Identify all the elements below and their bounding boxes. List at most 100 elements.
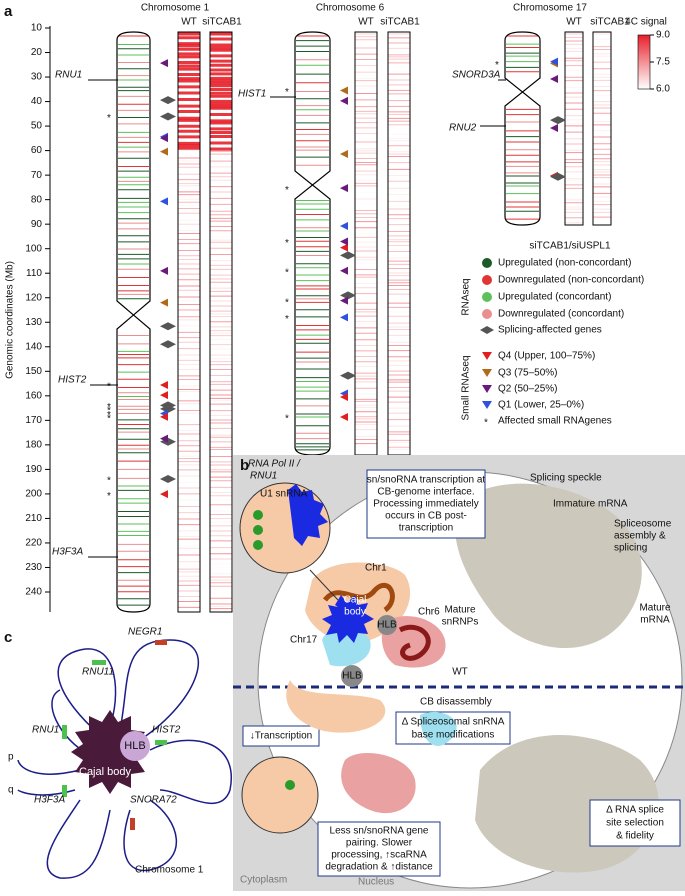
label: WT [452, 667, 468, 678]
arrow [550, 57, 558, 66]
track-label: WT [181, 17, 197, 28]
colorbar-title: 4C signal [625, 17, 667, 28]
label: splicing [614, 543, 647, 554]
info-box [366, 469, 486, 539]
arrow [340, 296, 348, 305]
label: U1 snRNA [260, 489, 308, 500]
panel-label: a [4, 3, 13, 20]
label: HLB [377, 620, 397, 631]
diamond [160, 322, 176, 331]
chrom-title: Chromosome 1 [141, 3, 210, 14]
star: * [285, 414, 289, 425]
loop [57, 648, 117, 736]
legend-swatch [482, 292, 492, 302]
panel-label: b [240, 457, 249, 474]
gene-label: HIST2 [58, 375, 87, 386]
label: Mature [639, 603, 671, 614]
box-text: Processing immediately [373, 499, 479, 510]
panel-c-marks: c NEGR1 RNU11 HIST2 RNU1 H3F3A SNORA72 H… [4, 627, 204, 876]
y-tick-label: 150 [25, 366, 42, 377]
diamond [340, 251, 356, 260]
star: * [285, 238, 289, 249]
chromatin [323, 582, 395, 613]
diamond [160, 401, 176, 410]
gene [92, 660, 106, 665]
gene [62, 785, 67, 797]
track [592, 31, 612, 226]
y-tick-label: 210 [25, 513, 42, 524]
gene [130, 818, 135, 830]
star: * [107, 402, 111, 413]
hlb [341, 665, 363, 687]
arrow [550, 74, 558, 83]
box-text: sn/snoRNA transcription at [367, 475, 486, 486]
y-tick-label: 220 [25, 538, 42, 549]
arrow [160, 197, 168, 206]
y-tick-label: 170 [25, 415, 42, 426]
label: snRNPs [442, 617, 479, 628]
y-tick-label: 40 [31, 96, 43, 107]
gene-label: RNU1 [32, 725, 59, 736]
star: * [107, 382, 111, 393]
arrow [550, 124, 558, 133]
label: Chromosome 1 [135, 865, 204, 876]
loop [119, 639, 199, 741]
legend-swatch [482, 369, 492, 377]
label: p [8, 752, 14, 763]
legend-swatch [482, 275, 492, 285]
star: * [107, 476, 111, 487]
y-tick-label: 160 [25, 390, 42, 401]
star: * [495, 60, 499, 71]
arrow [160, 134, 168, 143]
label: Chr1 [365, 563, 387, 574]
y-tick-label: 110 [26, 268, 42, 279]
label: Cytoplasm [240, 875, 287, 886]
diamond [550, 172, 566, 181]
track-label: siTCAB1 [590, 17, 630, 28]
arrow [340, 393, 348, 402]
label: Chr17 [290, 635, 318, 646]
panel-label: c [4, 629, 12, 646]
gene-dot [253, 525, 263, 535]
box-text: Less sn/snoRNA gene [330, 826, 429, 837]
info-box [317, 821, 441, 877]
cajal-body [322, 595, 374, 643]
legend-swatch [482, 309, 492, 319]
y-tick-label: 130 [25, 317, 42, 328]
zoom-line [309, 569, 339, 601]
arrow [160, 391, 168, 400]
y-tick-label: 230 [25, 562, 42, 573]
hlb [377, 615, 397, 635]
label: Spliceosome [614, 519, 672, 530]
label: q [8, 785, 14, 796]
y-tick-label: 240 [25, 587, 42, 598]
legend-item: Q4 (Upper, 100–75%) [498, 351, 595, 362]
star: * [285, 314, 289, 325]
legend-item: Q1 (Lower, 25–0%) [498, 400, 584, 411]
box-text: base modifications [412, 730, 495, 741]
y-tick-label: 140 [25, 341, 42, 352]
y-tick-label: 60 [31, 145, 43, 156]
gene-label: NEGR1 [128, 627, 162, 638]
box-text: Δ Spliceosomal snRNA [402, 717, 505, 728]
panel-b: RNA Pol II / RNU1 U1 snRNA sn/snoRNA tra… [233, 455, 685, 891]
box-text: degradation & ↑distance [325, 862, 433, 873]
track [209, 31, 233, 613]
label: Mature [444, 605, 476, 616]
legend-swatch [482, 352, 492, 360]
track-label: siTCAB1 [202, 17, 242, 28]
loop [123, 799, 178, 872]
colorbar [637, 34, 651, 90]
chrom-title: Chromosome 17 [513, 3, 587, 14]
y-tick-label: 200 [25, 489, 42, 500]
label: RNU1 [250, 471, 277, 482]
legend-swatch [482, 401, 492, 409]
arm [17, 759, 81, 775]
legend-group: Small RNAseq [461, 355, 472, 420]
arrow [160, 298, 168, 307]
y-tick-label: 70 [31, 170, 43, 181]
speckle [455, 483, 642, 649]
diamond [160, 96, 176, 105]
y-tick-label: 100 [25, 243, 42, 254]
y-tick-label: 180 [25, 440, 42, 451]
